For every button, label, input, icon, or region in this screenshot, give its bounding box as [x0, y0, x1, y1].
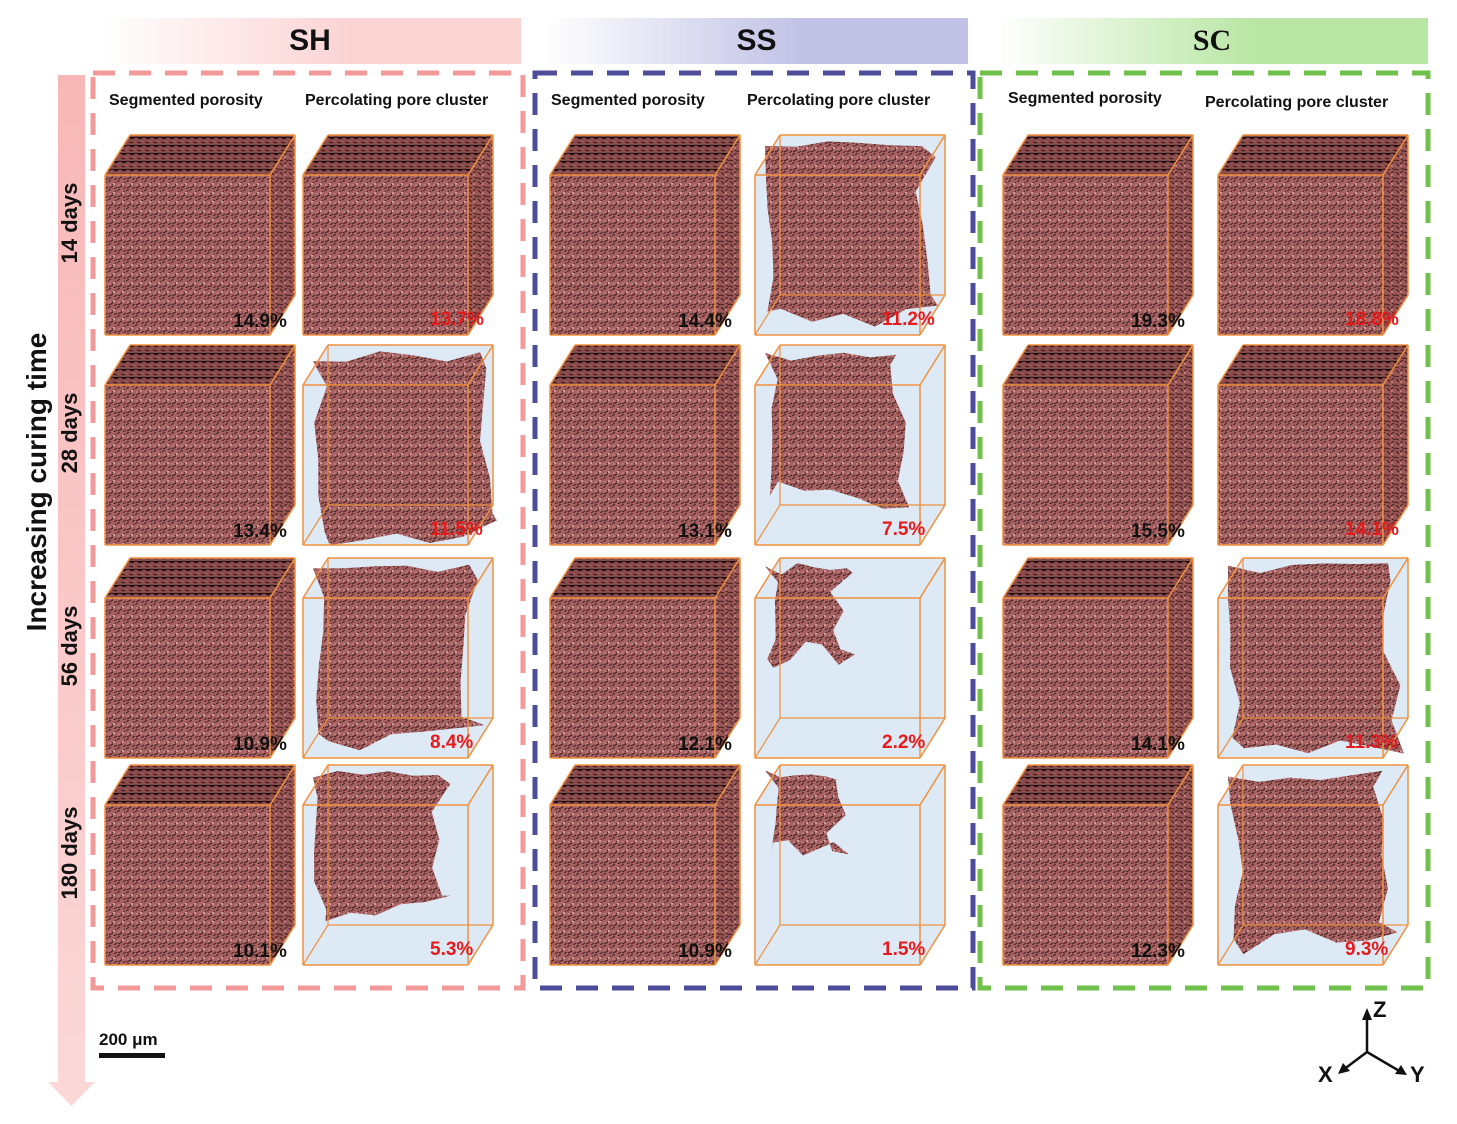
- segmented-cube-sc-56-days: [1002, 557, 1194, 759]
- curing-time-arrow-shaft: [58, 75, 85, 1085]
- percolating-cube-sh-28-days: [302, 344, 497, 546]
- segmented-value-sc-180-days: 12.3%: [1131, 941, 1185, 962]
- group-header-sh: SH: [99, 18, 521, 64]
- segmented-value-ss-28-days: 13.1%: [678, 521, 732, 542]
- segmented-value-sc-56-days: 14.1%: [1131, 734, 1185, 755]
- curing-time-axis-title: Increasing curing time: [21, 332, 52, 632]
- segmented-value-sc-28-days: 15.5%: [1131, 521, 1185, 542]
- segmented-value-sh-180-days: 10.1%: [233, 941, 287, 962]
- segmented-cube-sh-14-days: [104, 134, 296, 336]
- percolating-value-sh-14-days: 13.7%: [430, 309, 484, 330]
- percolating-value-sh-180-days: 5.3%: [430, 939, 474, 960]
- percolating-value-sc-56-days: 11.3%: [1345, 732, 1398, 753]
- percolating-cube-sh-180-days: [302, 764, 494, 966]
- percolating-value-sc-14-days: 18.8%: [1345, 309, 1399, 330]
- row-label-56-days: 56 days: [57, 605, 82, 687]
- percolating-value-ss-56-days: 2.2%: [882, 732, 926, 753]
- group-header-sc: SC: [996, 18, 1428, 64]
- segmented-cube-sc-14-days: [1002, 134, 1194, 336]
- row-label-28-days: 28 days: [57, 392, 82, 474]
- segmented-value-ss-56-days: 12.1%: [678, 734, 732, 755]
- percolating-value-sh-28-days: 11.5%: [430, 519, 483, 540]
- percolating-cube-sh-14-days: [302, 134, 494, 336]
- percolating-value-ss-14-days: 11.2%: [882, 309, 935, 330]
- group-panel-ss: [532, 70, 976, 991]
- column-label-percolating-ss: Percolating pore cluster: [747, 92, 931, 109]
- percolating-cube-sc-28-days: [1217, 344, 1409, 546]
- segmented-cube-ss-28-days: [549, 344, 741, 546]
- scale-bar: [99, 1053, 165, 1058]
- segmented-value-ss-180-days: 10.9%: [678, 941, 732, 962]
- column-label-percolating-sh: Percolating pore cluster: [305, 92, 489, 109]
- segmented-value-sc-14-days: 19.3%: [1131, 311, 1185, 332]
- axis-triad: [1338, 1008, 1407, 1075]
- percolating-cube-ss-14-days: [754, 134, 946, 336]
- percolating-cube-sc-180-days: [1217, 764, 1409, 966]
- percolating-cube-sc-56-days: [1217, 557, 1409, 759]
- segmented-value-sh-28-days: 13.4%: [233, 521, 287, 542]
- group-panel-sh: [90, 70, 526, 991]
- percolating-value-sc-180-days: 9.3%: [1345, 939, 1389, 960]
- curing-time-arrow-head: [48, 1082, 95, 1106]
- percolating-cube-sh-56-days: [302, 557, 494, 759]
- row-label-180-days: 180 days: [57, 806, 82, 900]
- segmented-cube-ss-180-days: [549, 764, 741, 966]
- group-panel-sc: [977, 70, 1431, 991]
- z-axis-label: Z: [1373, 997, 1387, 1022]
- percolating-value-sc-28-days: 14.1%: [1345, 519, 1399, 540]
- segmented-value-ss-14-days: 14.4%: [678, 311, 732, 332]
- percolating-cube-sc-14-days: [1217, 134, 1409, 336]
- row-label-14-days: 14 days: [57, 182, 82, 264]
- segmented-cube-sc-28-days: [1002, 344, 1194, 546]
- percolating-value-ss-180-days: 1.5%: [882, 939, 926, 960]
- segmented-cube-sc-180-days: [1002, 764, 1194, 966]
- percolating-cube-ss-56-days: [754, 557, 946, 759]
- segmented-cube-ss-14-days: [549, 134, 741, 336]
- column-label-segmented-ss: Segmented porosity: [551, 92, 705, 109]
- x-axis-label: X: [1318, 1062, 1333, 1087]
- percolating-value-ss-28-days: 7.5%: [882, 519, 926, 540]
- column-label-segmented-sh: Segmented porosity: [109, 92, 263, 109]
- percolating-cube-ss-180-days: [754, 764, 946, 966]
- column-label-percolating-sc: Percolating pore cluster: [1205, 94, 1389, 111]
- segmented-cube-sh-28-days: [104, 344, 296, 546]
- segmented-cube-ss-56-days: [549, 557, 741, 759]
- segmented-value-sh-56-days: 10.9%: [233, 734, 287, 755]
- segmented-cube-sh-180-days: [104, 764, 296, 966]
- percolating-cube-ss-28-days: [754, 344, 946, 546]
- group-header-ss: SS: [545, 18, 968, 64]
- scale-bar-label: 200 μm: [99, 1030, 158, 1049]
- percolating-value-sh-56-days: 8.4%: [430, 732, 474, 753]
- segmented-cube-sh-56-days: [104, 557, 296, 759]
- segmented-value-sh-14-days: 14.9%: [233, 311, 287, 332]
- column-label-segmented-sc: Segmented porosity: [1008, 90, 1162, 107]
- y-axis-label: Y: [1410, 1062, 1425, 1087]
